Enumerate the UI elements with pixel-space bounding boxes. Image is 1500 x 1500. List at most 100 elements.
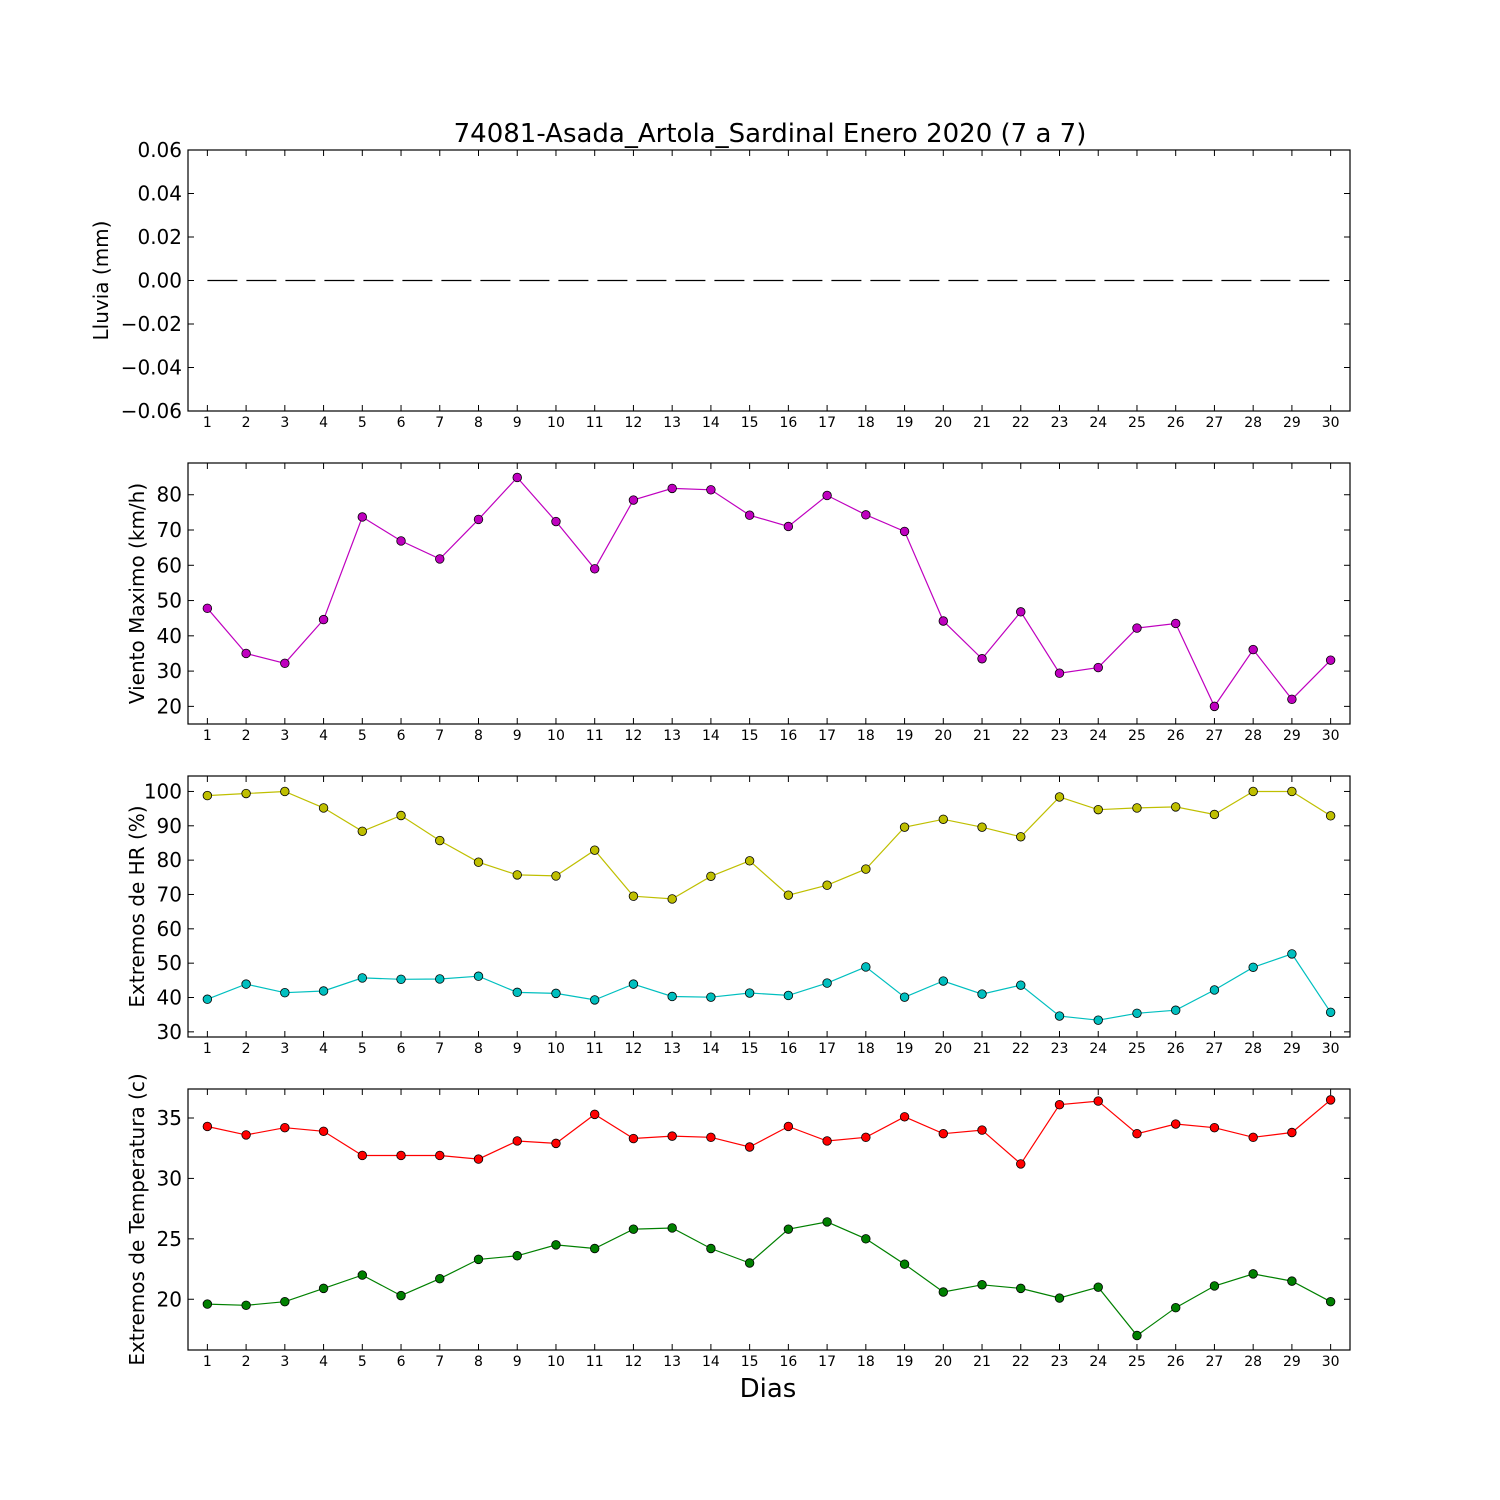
x-tick-label: 9 [513, 728, 522, 744]
x-tick-label: 8 [474, 415, 483, 431]
data-point [822, 1136, 832, 1146]
x-tick-label: 7 [435, 1354, 444, 1370]
series-line [207, 1099, 1331, 1165]
data-point [435, 974, 445, 984]
x-tick-label: 15 [741, 728, 759, 744]
data-point [899, 822, 910, 832]
x-tick-label: 14 [702, 728, 720, 744]
x-tick-label: 14 [702, 415, 720, 431]
x-tick-label: 5 [358, 415, 367, 431]
x-tick-label: 28 [1244, 728, 1262, 744]
data-point [977, 1125, 987, 1135]
data-point [512, 1251, 522, 1261]
x-tick-label: 8 [474, 1041, 483, 1057]
data-point [1054, 792, 1065, 802]
x-tick-label: 12 [625, 1041, 643, 1057]
data-point [706, 871, 716, 881]
data-point [822, 880, 832, 890]
data-point [977, 822, 987, 832]
x-tick-label: 12 [625, 415, 643, 431]
x-tick-label: 12 [625, 1354, 643, 1370]
data-point [280, 987, 290, 998]
x-tick-label: 27 [1206, 415, 1224, 431]
x-tick-label: 28 [1244, 1354, 1262, 1370]
data-point [1287, 1127, 1297, 1138]
x-tick-label: 16 [779, 415, 797, 431]
data-point [1170, 1303, 1181, 1313]
x-tick-label: 18 [857, 728, 875, 744]
x-tick-label: 3 [280, 728, 289, 744]
x-tick-label: 18 [857, 415, 875, 431]
x-tick-label: 19 [896, 1041, 914, 1057]
x-tick-label: 9 [513, 415, 522, 431]
y-tick-label: 20 [157, 694, 182, 718]
data-point [822, 490, 832, 501]
x-tick-label: 7 [435, 728, 444, 744]
x-tick-label: 10 [547, 415, 565, 431]
data-point [706, 1132, 716, 1143]
data-point [899, 992, 910, 1002]
x-tick-label: 4 [319, 415, 328, 431]
data-point [783, 521, 794, 532]
data-point [1054, 668, 1065, 678]
x-tick-label: 17 [818, 415, 836, 431]
data-point [1170, 618, 1181, 629]
x-tick-label: 27 [1206, 1041, 1224, 1057]
y-tick-label: 0.04 [137, 182, 182, 206]
x-tick-label: 11 [586, 1354, 604, 1370]
series-2 [202, 1217, 1336, 1341]
y-tick-label: 40 [157, 624, 182, 648]
data-point [1248, 962, 1258, 972]
data-point [938, 616, 949, 626]
x-tick-label: 21 [973, 1354, 991, 1370]
data-point [667, 894, 677, 904]
x-tick-label: 12 [625, 728, 643, 744]
x-tick-label: 5 [358, 728, 367, 744]
x-tick-label: 16 [779, 1041, 797, 1057]
data-point [396, 974, 406, 985]
data-point [744, 1142, 755, 1152]
data-point [1287, 949, 1297, 959]
data-point [357, 512, 368, 522]
data-point [783, 1121, 794, 1132]
axes-frame [187, 775, 1351, 1038]
data-point [1093, 662, 1103, 673]
x-tick-label: 10 [547, 728, 565, 744]
data-point [744, 510, 755, 520]
axes-frame [187, 462, 1351, 725]
data-point [473, 514, 484, 525]
x-tick-label: 28 [1244, 415, 1262, 431]
x-tick-label: 2 [242, 1354, 251, 1370]
x-tick-label: 15 [741, 415, 759, 431]
x-tick-label: 9 [513, 1041, 522, 1057]
data-point [1325, 1095, 1336, 1105]
data-point [512, 987, 522, 998]
y-tick-label: 20 [157, 1287, 182, 1311]
x-tick-label: 13 [663, 1354, 681, 1370]
x-tick-label: 18 [857, 1041, 875, 1057]
data-point [318, 803, 329, 813]
data-point [357, 1150, 368, 1161]
data-point [280, 786, 290, 797]
x-tick-label: 11 [586, 415, 604, 431]
x-tick-label: 1 [203, 415, 212, 431]
data-point [202, 603, 213, 614]
data-point [783, 990, 794, 1001]
x-tick-label: 17 [818, 1354, 836, 1370]
x-tick-label: 3 [280, 1354, 289, 1370]
data-point [435, 835, 445, 846]
series-2 [202, 949, 1336, 1025]
data-point [318, 614, 329, 625]
data-point [1132, 803, 1142, 813]
series-1 [202, 1095, 1336, 1169]
data-point [1016, 1283, 1026, 1294]
y-tick-label: −0.02 [121, 312, 182, 336]
x-tick-label: 4 [319, 728, 328, 744]
x-tick-label: 6 [397, 415, 406, 431]
data-point [1248, 786, 1258, 797]
x-tick-label: 20 [934, 1041, 952, 1057]
data-point [280, 1122, 290, 1133]
x-tick-label: 29 [1283, 1041, 1301, 1057]
data-point [396, 810, 406, 821]
